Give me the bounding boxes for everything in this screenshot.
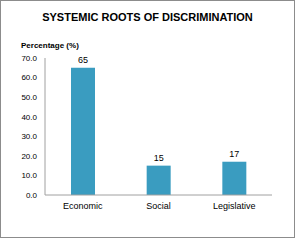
svg-text:50.0: 50.0: [21, 93, 37, 102]
svg-text:60.0: 60.0: [21, 73, 37, 82]
svg-text:15: 15: [154, 153, 164, 163]
svg-text:17: 17: [229, 149, 239, 159]
html-text:Percentage (%): Percentage (%): [21, 41, 79, 50]
svg-text:20.0: 20.0: [21, 152, 37, 161]
html-text:SYSTEMIC ROOTS OF DISCRIMINATI: SYSTEMIC ROOTS OF DISCRIMINATION: [42, 11, 253, 23]
svg-text:30.0: 30.0: [21, 132, 37, 141]
svg-text:Economic: Economic: [63, 201, 103, 211]
svg-text:70.0: 70.0: [21, 54, 37, 63]
svg-text:10.0: 10.0: [21, 171, 37, 180]
svg-text:65: 65: [78, 55, 88, 65]
svg-text:40.0: 40.0: [21, 113, 37, 122]
svg-text:Social: Social: [146, 201, 171, 211]
svg-text:0.0: 0.0: [26, 191, 38, 200]
svg-text:Legislative: Legislative: [213, 201, 256, 211]
